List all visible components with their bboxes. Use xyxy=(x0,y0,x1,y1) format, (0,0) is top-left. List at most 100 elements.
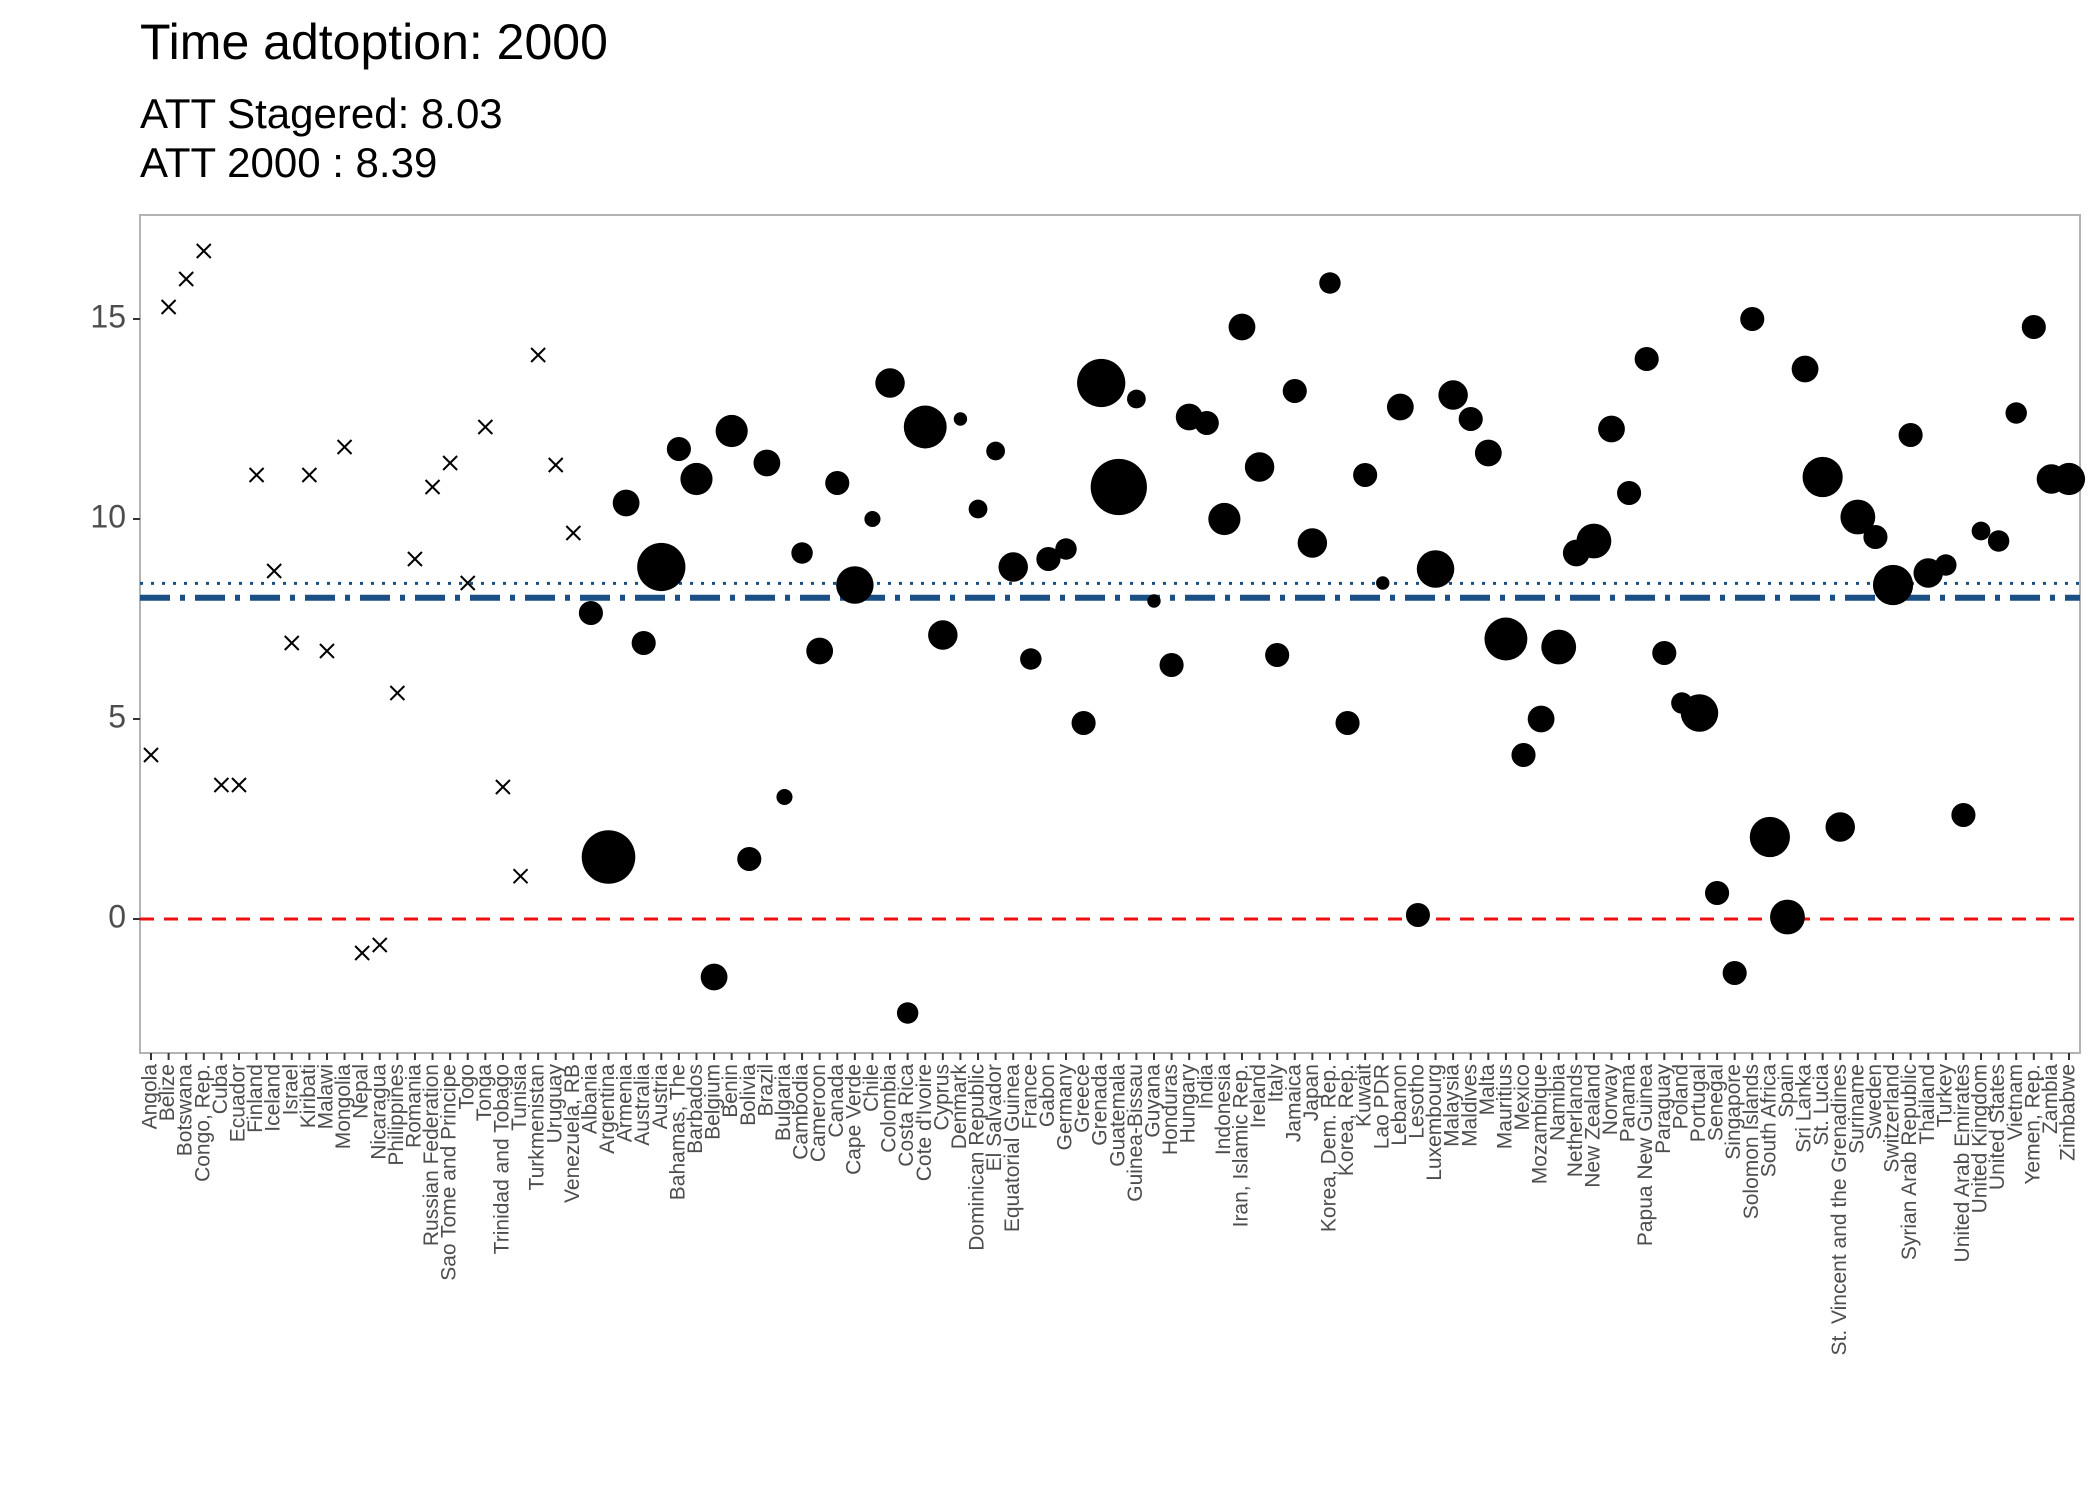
point xyxy=(1416,550,1455,588)
point xyxy=(968,499,988,519)
x-tick-label: Cameroon xyxy=(807,1064,830,1162)
x-tick-label: Ireland xyxy=(1247,1064,1270,1128)
point xyxy=(1208,502,1241,536)
point xyxy=(903,405,947,449)
cross-point xyxy=(372,937,388,953)
point xyxy=(1090,458,1147,516)
point xyxy=(998,552,1028,582)
y-tick-label: 5 xyxy=(108,698,126,734)
cross-point xyxy=(389,685,406,701)
cross-point xyxy=(143,747,159,763)
x-tick-label: Korea, Dem. Rep. xyxy=(1318,1064,1341,1232)
point xyxy=(637,542,686,592)
x-tick-label: Angola xyxy=(139,1064,162,1130)
point xyxy=(1474,439,1502,467)
x-tick-label: Lao PDR xyxy=(1370,1064,1393,1149)
x-tick-label: Malawi xyxy=(315,1064,338,1129)
point xyxy=(1840,499,1876,535)
x-tick-label: Chile xyxy=(860,1064,883,1112)
chart-title: Time adtoption: 2000 xyxy=(140,14,608,70)
point xyxy=(1036,546,1061,572)
x-tick-label: Benin xyxy=(719,1064,742,1118)
point xyxy=(928,620,958,650)
point xyxy=(581,830,636,884)
x-tick-label: Denmark xyxy=(948,1064,971,1150)
point xyxy=(896,1002,919,1024)
x-tick-label: Japan xyxy=(1300,1064,1323,1121)
cross-point xyxy=(336,439,353,455)
x-tick-label: Greece xyxy=(1071,1064,1094,1133)
x-tick-label: Philippines xyxy=(385,1064,408,1166)
x-tick-label: Gabon xyxy=(1036,1064,1059,1127)
x-tick-label: Zambia xyxy=(2039,1064,2062,1134)
point xyxy=(1319,272,1341,294)
x-tick-label: India xyxy=(1194,1064,1217,1110)
x-tick-label: Bahamas, The xyxy=(666,1064,689,1200)
point xyxy=(864,510,881,528)
x-tick-label: Germany xyxy=(1054,1064,1077,1151)
point xyxy=(1872,564,1914,606)
point xyxy=(1055,538,1077,560)
cross-point xyxy=(565,525,582,541)
x-tick-label: Iceland xyxy=(262,1064,285,1132)
x-tick-label: Poland xyxy=(1669,1064,1692,1129)
point xyxy=(1458,406,1483,432)
point xyxy=(825,470,850,496)
x-tick-label: Venezuela, RB xyxy=(561,1064,584,1203)
x-tick-label: Cyprus xyxy=(930,1064,953,1131)
point xyxy=(1680,694,1719,732)
x-tick-label: Botswana xyxy=(174,1064,197,1157)
cross-point xyxy=(512,868,529,884)
plot-panel xyxy=(139,214,2081,1054)
x-tick-label: Russian Federation xyxy=(420,1064,443,1246)
point xyxy=(1297,528,1328,558)
x-tick-label: Sao Tome and Principe xyxy=(438,1064,461,1281)
x-tick-label: Bulgaria xyxy=(772,1064,795,1141)
x-tick-label: Nepal xyxy=(350,1064,373,1119)
cross-point xyxy=(284,635,300,651)
point xyxy=(1405,902,1430,928)
x-tick-label: United Kingdom xyxy=(1969,1064,1992,1213)
x-tick-label: Ecuador xyxy=(227,1064,250,1142)
x-tick-label: Belize xyxy=(156,1064,179,1121)
point xyxy=(1971,521,1991,541)
point xyxy=(1335,710,1360,736)
x-tick-label: Norway xyxy=(1599,1064,1622,1136)
x-tick-label: Yemen, Rep. xyxy=(2021,1064,2044,1185)
point xyxy=(1511,742,1536,768)
point xyxy=(1652,640,1677,666)
x-tick-label: Turkey xyxy=(1933,1064,1956,1128)
point xyxy=(753,449,781,477)
x-tick-label: Lesotho xyxy=(1405,1064,1428,1139)
cross-point xyxy=(407,551,423,567)
x-tick-label: Kiribati xyxy=(297,1064,320,1128)
point xyxy=(1282,378,1307,404)
point xyxy=(1749,816,1790,858)
point xyxy=(1376,576,1390,590)
x-tick-label: Costa Rica xyxy=(895,1064,918,1167)
x-tick-label: Papua New Guinea xyxy=(1634,1064,1657,1246)
point xyxy=(1077,358,1126,408)
x-tick-label: Kuwait xyxy=(1353,1064,1376,1127)
x-tick-label: Dominican Republic xyxy=(966,1064,989,1251)
point xyxy=(1484,617,1528,661)
cross-point xyxy=(248,467,265,483)
x-tick-label: Grenada xyxy=(1089,1064,1112,1146)
x-tick-label: Cote d'Ivoire xyxy=(913,1064,936,1181)
x-tick-label: Senegal xyxy=(1705,1064,1728,1141)
point xyxy=(1071,710,1096,736)
point xyxy=(1244,452,1275,482)
point xyxy=(1802,456,1843,498)
x-tick-label: Tonga xyxy=(473,1064,496,1122)
point xyxy=(1951,802,1976,828)
x-tick-label: Brazil xyxy=(754,1064,777,1117)
x-tick-label: Belgium xyxy=(702,1064,725,1140)
x-tick-label: Malta xyxy=(1476,1064,1499,1116)
point xyxy=(1898,422,1923,448)
x-tick-label: Netherlands xyxy=(1564,1064,1587,1177)
x-tick-label: Cuba xyxy=(209,1064,232,1115)
cross-point xyxy=(442,455,458,471)
x-tick-label: Sri Lanka xyxy=(1793,1064,1816,1153)
x-tick-label: Mexico xyxy=(1511,1064,1534,1131)
